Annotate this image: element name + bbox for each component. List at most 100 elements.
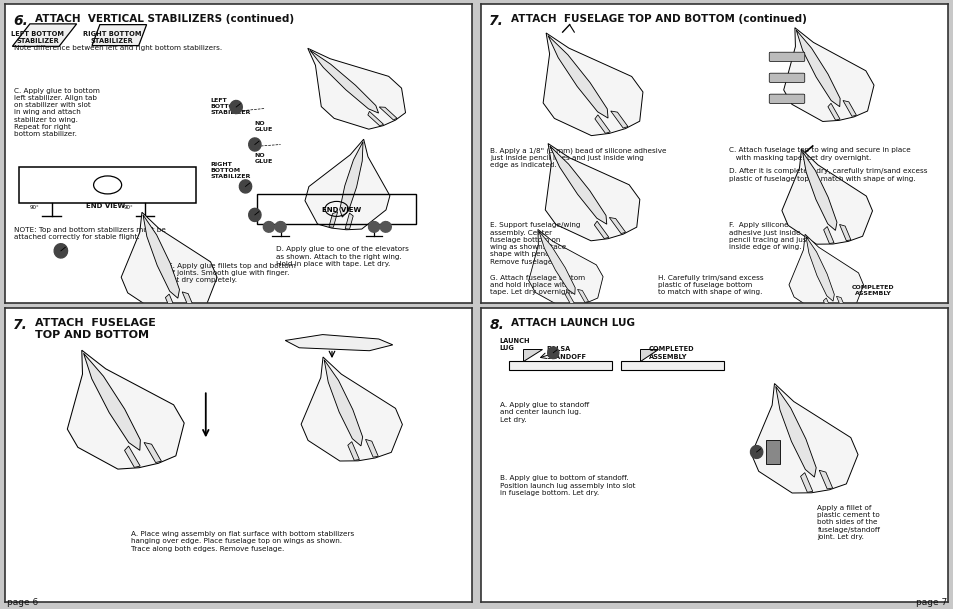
Polygon shape <box>796 30 840 107</box>
Polygon shape <box>508 361 611 370</box>
Polygon shape <box>542 33 642 136</box>
Text: 7.: 7. <box>489 14 503 28</box>
Text: 8.: 8. <box>489 319 503 333</box>
Polygon shape <box>239 180 252 193</box>
Polygon shape <box>308 48 405 129</box>
Text: B. Apply a 1/8" (3 mm) bead of silicone adhesive
just inside pencil lines and ju: B. Apply a 1/8" (3 mm) bead of silicone … <box>490 147 666 169</box>
Polygon shape <box>84 353 140 450</box>
Polygon shape <box>528 230 602 307</box>
Text: RIGHT BOTTOM
STABILIZER: RIGHT BOTTOM STABILIZER <box>83 30 141 44</box>
Polygon shape <box>801 152 836 230</box>
Polygon shape <box>305 139 390 230</box>
Text: ATTACH  VERTICAL STABILIZERS (continued): ATTACH VERTICAL STABILIZERS (continued) <box>35 14 294 24</box>
Text: COMPLETED
ASSEMBLY: COMPLETED ASSEMBLY <box>648 347 694 359</box>
Polygon shape <box>54 244 68 258</box>
Polygon shape <box>610 111 627 128</box>
Polygon shape <box>368 111 383 126</box>
Text: G. Attach fuselage bottom
and hold in place with
tape. Let dry overnight.: G. Attach fuselage bottom and hold in pl… <box>490 275 585 295</box>
Polygon shape <box>609 217 625 234</box>
Polygon shape <box>547 35 607 118</box>
Text: 90°: 90° <box>124 205 133 210</box>
Bar <box>257 194 416 224</box>
Polygon shape <box>842 100 856 116</box>
Polygon shape <box>249 138 261 151</box>
Polygon shape <box>378 107 396 120</box>
Text: LEFT BOTTOM
STABILIZER: LEFT BOTTOM STABILIZER <box>11 30 64 44</box>
FancyBboxPatch shape <box>768 52 804 62</box>
Text: A. Place wing assembly on flat surface with bottom stabilizers
hanging over edge: A. Place wing assembly on flat surface w… <box>131 531 354 552</box>
Text: END VIEW: END VIEW <box>86 203 125 209</box>
Text: page 6: page 6 <box>7 598 38 607</box>
Polygon shape <box>595 115 610 133</box>
Text: NO
GLUE: NO GLUE <box>254 153 273 164</box>
Polygon shape <box>822 298 831 312</box>
Polygon shape <box>577 289 588 302</box>
Polygon shape <box>805 236 834 301</box>
Polygon shape <box>750 446 762 459</box>
Polygon shape <box>143 215 179 298</box>
Polygon shape <box>781 149 872 244</box>
Polygon shape <box>324 360 362 446</box>
Polygon shape <box>339 141 363 217</box>
Polygon shape <box>545 144 639 241</box>
Text: F.  Apply silicone
adhesive just inside
pencil tracing and just
inside edge of w: F. Apply silicone adhesive just inside p… <box>728 222 808 250</box>
Polygon shape <box>775 386 816 477</box>
Polygon shape <box>839 225 850 241</box>
Polygon shape <box>301 357 402 461</box>
Polygon shape <box>836 296 845 309</box>
Polygon shape <box>165 294 176 312</box>
Polygon shape <box>91 24 147 46</box>
Polygon shape <box>639 349 658 361</box>
Polygon shape <box>274 222 286 232</box>
Polygon shape <box>822 227 833 244</box>
FancyBboxPatch shape <box>768 73 804 82</box>
Polygon shape <box>144 443 161 462</box>
Text: 90°: 90° <box>30 205 40 210</box>
Polygon shape <box>348 442 359 460</box>
Text: COMPLETED
ASSEMBLY: COMPLETED ASSEMBLY <box>851 285 894 297</box>
Text: E. Support fuselage/wing
assembly. Center
fuselage bottom on
wing as shown. Trac: E. Support fuselage/wing assembly. Cente… <box>490 222 580 265</box>
Polygon shape <box>68 350 184 469</box>
Polygon shape <box>819 470 832 489</box>
Text: ATTACH LAUNCH LUG: ATTACH LAUNCH LUG <box>511 319 635 328</box>
Polygon shape <box>121 212 217 313</box>
Text: 7.: 7. <box>13 319 28 333</box>
Polygon shape <box>620 361 723 370</box>
Text: C. Apply glue to bottom
left stabilizer. Align tab
on stabilizer with slot
in wi: C. Apply glue to bottom left stabilizer.… <box>14 88 100 137</box>
Polygon shape <box>329 212 337 227</box>
Polygon shape <box>547 347 558 359</box>
Polygon shape <box>751 384 857 493</box>
Polygon shape <box>827 104 840 120</box>
Polygon shape <box>285 334 393 351</box>
Polygon shape <box>594 221 608 239</box>
Text: C. Attach fuselage top to wing and secure in place
   with masking tape. Let dry: C. Attach fuselage top to wing and secur… <box>728 147 909 161</box>
Text: E. Apply glue fillets top and bottom
of joints. Smooth glue with finger.
Let dry: E. Apply glue fillets top and bottom of … <box>169 263 295 283</box>
Text: page 7: page 7 <box>915 598 946 607</box>
Polygon shape <box>365 439 377 457</box>
Text: RIGHT
BOTTOM
STABILIZER: RIGHT BOTTOM STABILIZER <box>211 163 251 180</box>
Text: BALSA
STANDOFF: BALSA STANDOFF <box>546 347 586 359</box>
Text: 6.: 6. <box>13 14 28 28</box>
Polygon shape <box>368 222 379 232</box>
Bar <box>19 167 196 203</box>
Polygon shape <box>230 100 242 114</box>
Text: B. Apply glue to bottom of standoff.
Position launch lug assembly into slot
in f: B. Apply glue to bottom of standoff. Pos… <box>499 476 635 496</box>
Polygon shape <box>380 222 391 232</box>
Polygon shape <box>125 446 140 467</box>
Text: NOTE: Top and bottom stabilizers must be
attached correctly for stable flight.: NOTE: Top and bottom stabilizers must be… <box>14 227 166 240</box>
Polygon shape <box>800 473 812 492</box>
Text: ATTACH  FUSELAGE TOP AND BOTTOM (continued): ATTACH FUSELAGE TOP AND BOTTOM (continue… <box>511 14 806 24</box>
Polygon shape <box>12 24 76 46</box>
Text: A. Apply glue to standoff
and center launch lug.
Let dry.: A. Apply glue to standoff and center lau… <box>499 402 588 423</box>
Text: D. After it is completely dry, carefully trim/sand excess
plastic of fuselage to: D. After it is completely dry, carefully… <box>728 169 926 181</box>
Polygon shape <box>788 234 862 312</box>
Text: Note difference between left and right bottom stabilizers.: Note difference between left and right b… <box>14 45 222 51</box>
Polygon shape <box>249 208 261 222</box>
Text: ATTACH  FUSELAGE
TOP AND BOTTOM: ATTACH FUSELAGE TOP AND BOTTOM <box>35 319 156 340</box>
Polygon shape <box>263 222 274 232</box>
Polygon shape <box>345 213 353 229</box>
Polygon shape <box>182 292 194 309</box>
Polygon shape <box>549 146 606 224</box>
Text: END VIEW: END VIEW <box>321 207 360 213</box>
Polygon shape <box>538 231 575 294</box>
